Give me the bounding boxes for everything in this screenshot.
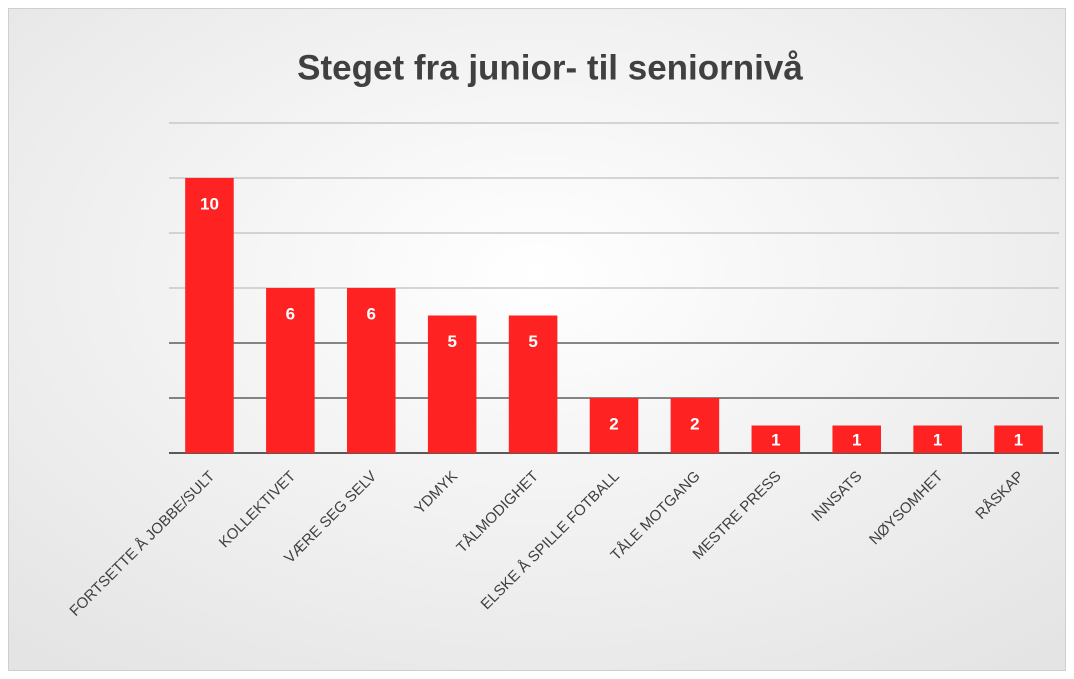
data-label: 2 [690, 414, 699, 433]
bar [427, 315, 477, 453]
data-label: 5 [447, 332, 456, 351]
data-label: 5 [528, 332, 537, 351]
chart-title: Steget fra junior- til seniornivå [297, 48, 803, 87]
bar [913, 425, 962, 453]
data-label: 1 [933, 431, 942, 450]
data-label: 1 [771, 431, 780, 450]
bar [832, 425, 881, 453]
bar [347, 288, 396, 453]
data-label: 2 [609, 414, 618, 433]
bar [589, 398, 639, 453]
data-label: 10 [200, 194, 219, 213]
bar [994, 425, 1043, 453]
bar [266, 288, 315, 453]
data-label: 6 [286, 304, 295, 323]
bar [185, 178, 234, 453]
bar [508, 315, 558, 453]
data-label: 6 [367, 304, 376, 323]
data-label: 1 [852, 431, 861, 450]
data-label: 1 [1014, 431, 1023, 450]
bar [751, 425, 801, 453]
bar [670, 398, 720, 453]
